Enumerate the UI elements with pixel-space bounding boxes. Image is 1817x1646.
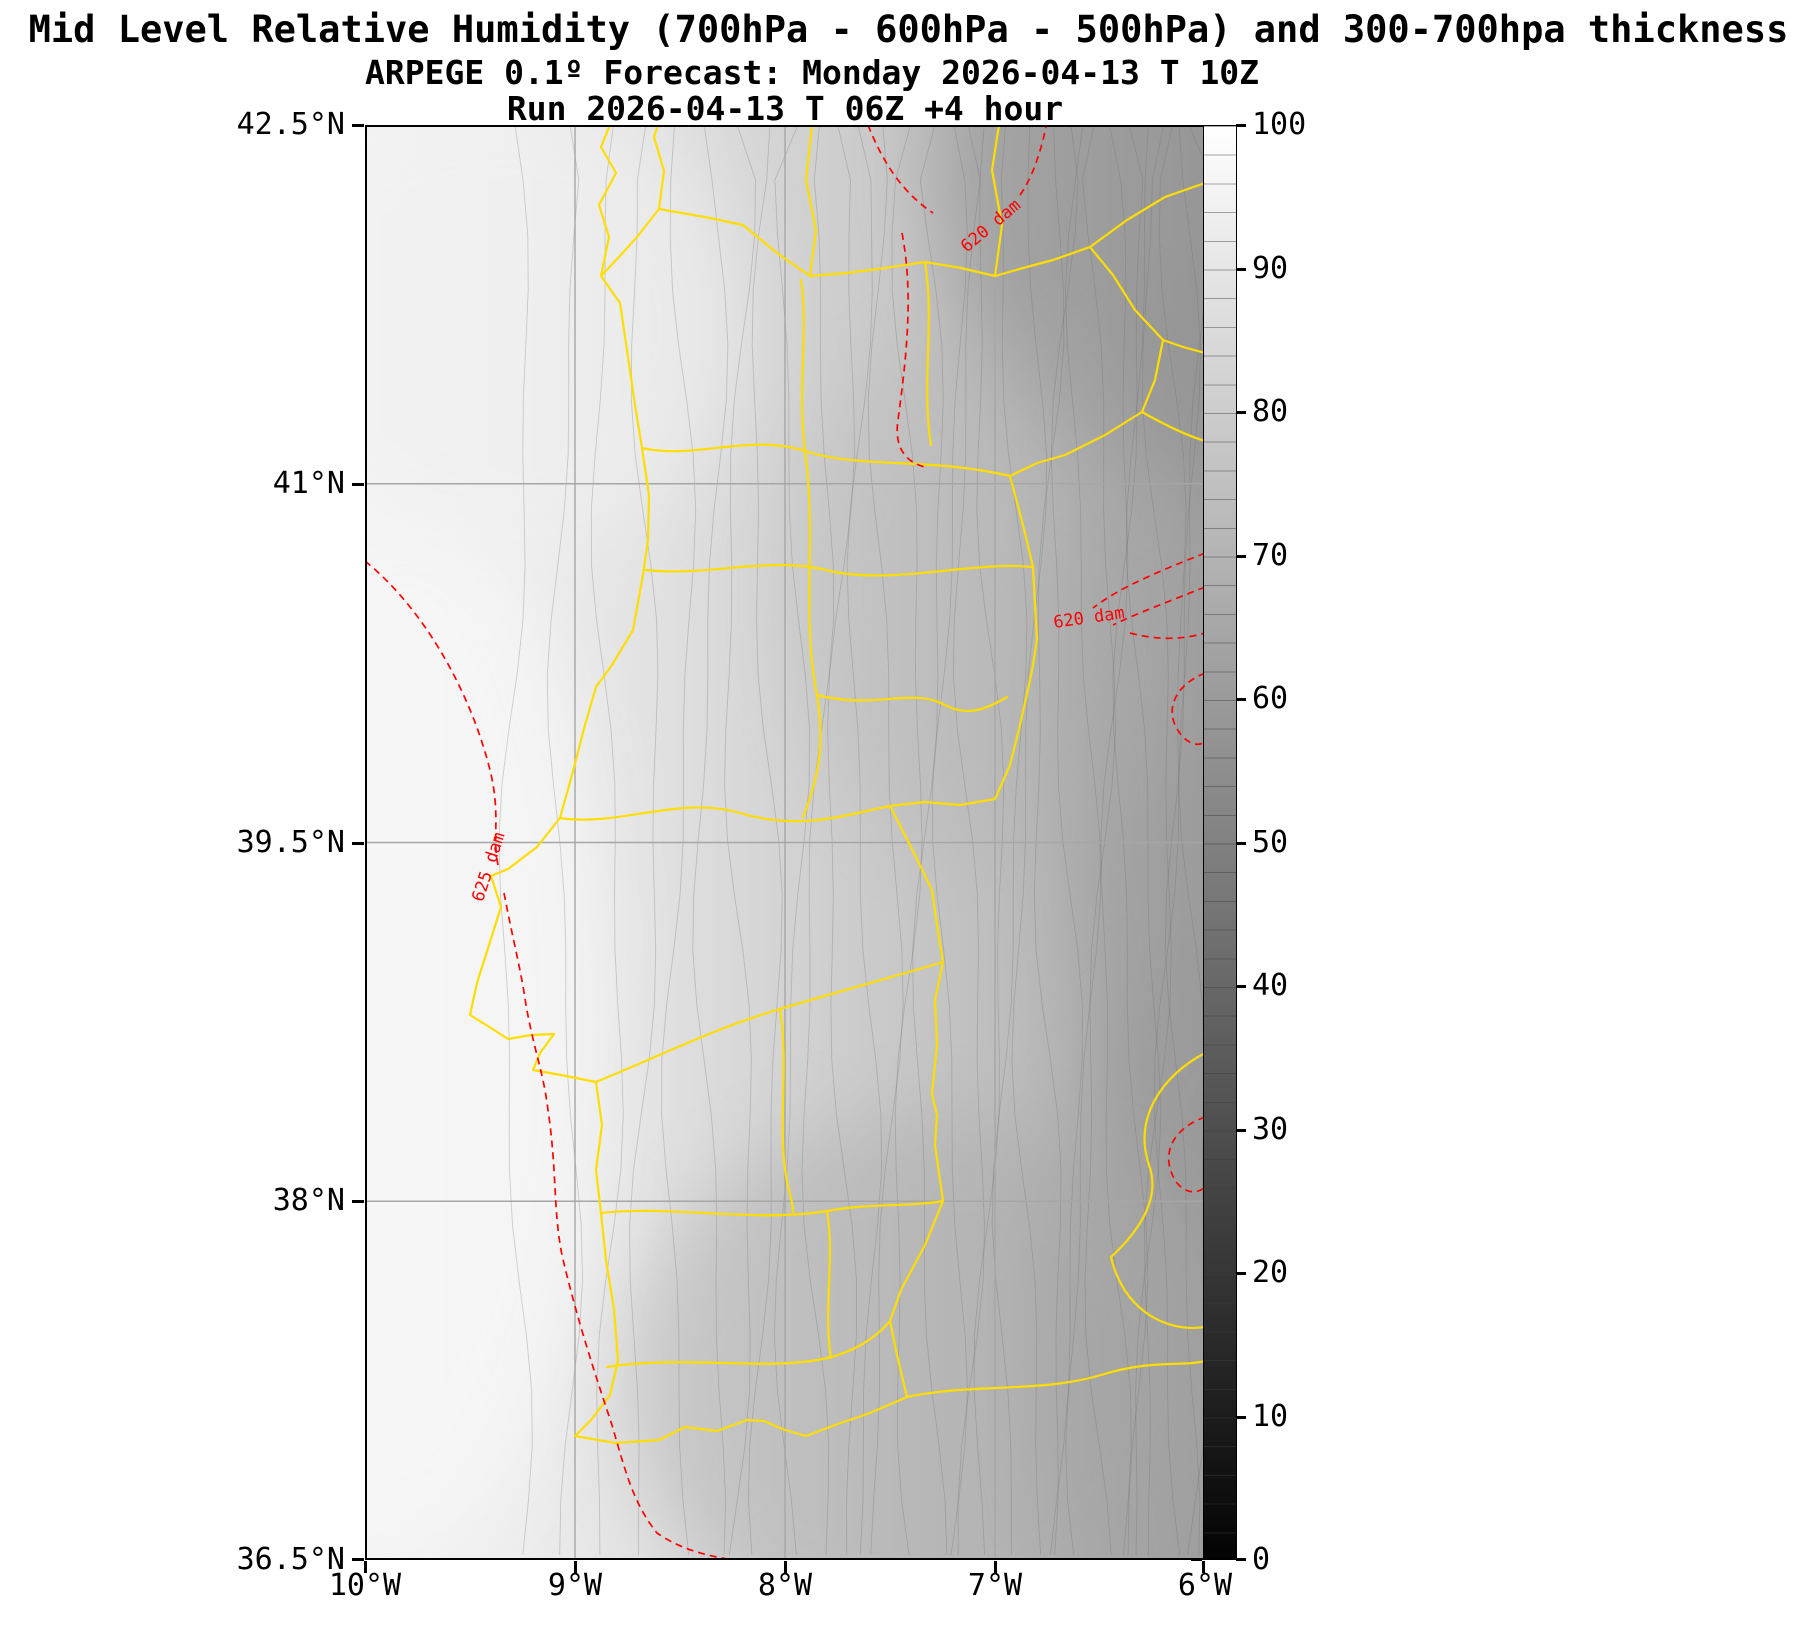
colorbar-tick-mark — [1236, 985, 1246, 988]
lon-tick-label: 9°W — [547, 1568, 603, 1603]
lat-tick-mark — [352, 842, 364, 845]
colorbar-tick-label: 0 — [1252, 1541, 1271, 1577]
colorbar-tick-mark — [1236, 698, 1246, 701]
colorbar-tick-label: 20 — [1252, 1254, 1289, 1290]
colorbar-tick-mark — [1236, 1558, 1246, 1561]
lon-tick-label: 7°W — [967, 1568, 1023, 1603]
lat-tick-label: 39.5°N — [236, 824, 345, 860]
lon-tick-mark — [994, 1561, 997, 1573]
chart-title: Mid Level Relative Humidity (700hPa - 60… — [28, 8, 1789, 51]
grid-lines — [365, 125, 1205, 1560]
boundary-lines — [468, 125, 1205, 1445]
colorbar-tick-mark — [1236, 124, 1246, 127]
lat-tick-mark — [352, 483, 364, 486]
lon-tick-mark — [364, 1561, 367, 1573]
thickness-contours — [365, 125, 1205, 1560]
colorbar-tick-mark — [1236, 555, 1246, 558]
colorbar-tick-mark — [1236, 1416, 1246, 1419]
colorbar-tick-label: 10 — [1252, 1398, 1289, 1434]
humidity-contours — [498, 125, 1205, 1556]
colorbar-tick-label: 50 — [1252, 824, 1289, 860]
colorbar-tick-label: 60 — [1252, 680, 1289, 716]
chart-run-line: Run 2026-04-13 T 06Z +4 hour — [506, 89, 1064, 128]
colorbar-tick-label: 40 — [1252, 967, 1289, 1003]
lat-tick-label: 42.5°N — [236, 106, 345, 142]
lon-tick-mark — [784, 1561, 787, 1573]
lon-tick-label: 8°W — [757, 1568, 813, 1603]
colorbar-tick-mark — [1236, 268, 1246, 271]
map-plot — [365, 125, 1205, 1560]
colorbar-tick-label: 80 — [1252, 393, 1289, 429]
lon-tick-mark — [1202, 1561, 1205, 1573]
lon-tick-mark — [574, 1561, 577, 1573]
colorbar-tick-label: 100 — [1252, 106, 1307, 142]
colorbar-tick-mark — [1236, 1129, 1246, 1132]
lon-tick-label: 6°W — [1177, 1568, 1233, 1603]
colorbar-level-lines — [1204, 126, 1236, 1559]
colorbar-tick-label: 30 — [1252, 1111, 1289, 1147]
lat-tick-label: 36.5°N — [236, 1541, 345, 1577]
colorbar-tick-label: 90 — [1252, 250, 1289, 286]
lat-tick-label: 41°N — [272, 465, 345, 501]
colorbar — [1203, 125, 1237, 1560]
chart-subtitle: ARPEGE 0.1º Forecast: Monday 2026-04-13 … — [365, 53, 1260, 92]
colorbar-tick-label: 70 — [1252, 537, 1289, 573]
lat-tick-mark — [352, 1200, 364, 1203]
lat-tick-mark — [352, 124, 364, 127]
lon-tick-label: 10°W — [328, 1568, 402, 1603]
colorbar-tick-mark — [1236, 411, 1246, 414]
lat-tick-mark — [352, 1558, 364, 1561]
colorbar-tick-mark — [1236, 1272, 1246, 1275]
colorbar-tick-mark — [1236, 842, 1246, 845]
lat-tick-label: 38°N — [272, 1182, 345, 1218]
